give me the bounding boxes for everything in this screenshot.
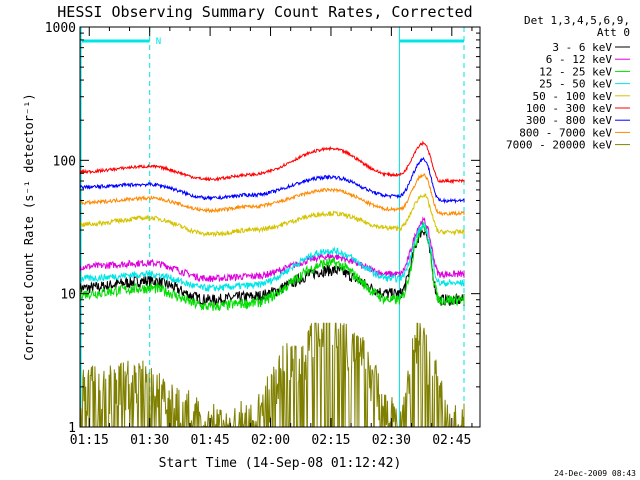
legend-entry-label: 100 - 300 keV xyxy=(526,102,612,115)
x-tick-label: 02:00 xyxy=(251,433,290,448)
series-line xyxy=(79,216,465,283)
x-tick-label: 02:30 xyxy=(372,433,411,448)
legend-entry-label: 3 - 6 keV xyxy=(552,41,612,54)
attenuator-label: N xyxy=(156,37,161,47)
series-line xyxy=(79,322,465,428)
chart-title: HESSI Observing Summary Count Rates, Cor… xyxy=(57,3,472,21)
legend-entry-label: 800 - 7000 keV xyxy=(519,126,612,139)
plot-frame xyxy=(79,26,481,428)
legend-header-line-2: Att 0 xyxy=(597,26,630,39)
x-tick-label: 01:30 xyxy=(130,433,169,448)
legend-entry-label: 25 - 50 keV xyxy=(539,78,612,91)
x-axis: 01:15 01:30 01:45 02:00 02:15 02:30 02:45 xyxy=(70,27,473,448)
series-line xyxy=(79,140,465,185)
series-line xyxy=(79,222,465,311)
series-line xyxy=(79,173,465,217)
x-axis-label: Start Time (14-Sep-08 01:12:42) xyxy=(159,456,402,471)
legend-entry-label: 50 - 100 keV xyxy=(533,90,613,103)
legend-entry-label: 300 - 800 keV xyxy=(526,114,612,127)
series-line xyxy=(79,193,465,238)
y-axis-label: Corrected Count Rate (s⁻¹ detector⁻¹) xyxy=(22,93,36,360)
series-line xyxy=(79,221,465,293)
y-axis: 1 10 100 1000 xyxy=(45,21,480,436)
legend-entry-label: 7000 - 20000 keV xyxy=(506,139,612,152)
legend-header-line-1: Det 1,3,4,5,6,9, xyxy=(524,14,630,27)
series-line xyxy=(79,156,465,205)
x-tick-label: 01:15 xyxy=(70,433,109,448)
legend-entry-label: 6 - 12 keV xyxy=(546,53,613,66)
x-tick-label: 02:45 xyxy=(432,433,471,448)
series-layer xyxy=(79,140,465,428)
y-tick-label: 1 xyxy=(68,421,76,436)
legend-entry-label: 12 - 25 keV xyxy=(539,65,612,78)
x-tick-label: 02:15 xyxy=(311,433,350,448)
y-tick-label: 1000 xyxy=(45,21,76,36)
attenuator-bars: N xyxy=(82,37,464,47)
x-tick-label: 01:45 xyxy=(191,433,230,448)
vertical-markers xyxy=(80,27,465,427)
y-tick-label: 100 xyxy=(53,154,76,169)
footer-date: 24-Dec-2009 08:43 xyxy=(554,469,636,478)
y-tick-label: 10 xyxy=(60,288,76,303)
